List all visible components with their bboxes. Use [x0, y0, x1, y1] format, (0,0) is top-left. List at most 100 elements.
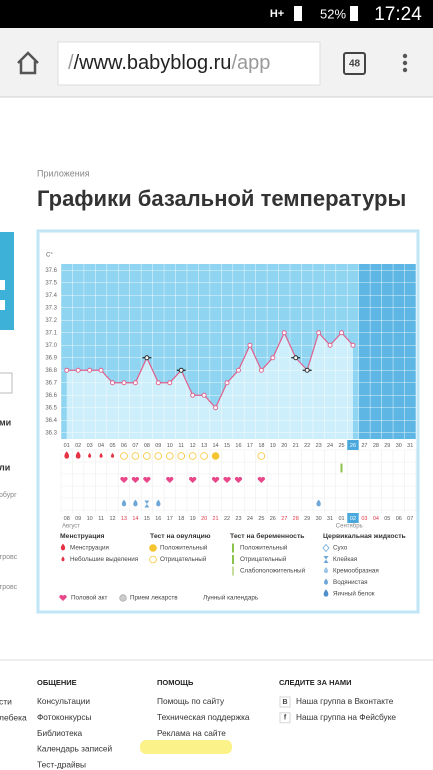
footer: сти лебека ОБЩЕНИЕ Консультации Фотоконкурсы… — [0, 678, 396, 769]
temperature-point[interactable] — [327, 342, 333, 348]
url-box[interactable] — [57, 41, 321, 86]
temperature-point[interactable] — [293, 355, 299, 361]
future-column — [381, 264, 394, 439]
temperature-point[interactable] — [258, 367, 264, 373]
date-label: 19 — [190, 516, 196, 522]
legend-item: Половой акт — [71, 594, 108, 602]
footer-title: СЛЕДИТЕ ЗА НАМИ — [279, 678, 352, 687]
temperature-point[interactable] — [316, 330, 322, 336]
temperature-point[interactable] — [110, 380, 115, 386]
sidebar: ми ли рбург тровс тровс — [0, 417, 18, 590]
ovulation-negative — [165, 452, 174, 460]
date-label: 24 — [247, 516, 253, 522]
footer-link[interactable]: Наша группа на Фейсбуке — [296, 712, 396, 722]
tabs-button[interactable] — [343, 52, 366, 75]
breadcrumb[interactable]: Приложения — [37, 168, 90, 178]
footer-link[interactable]: Тест-драйвы — [37, 759, 86, 769]
day-label: 16 — [235, 443, 241, 449]
social-icon-label: В — [282, 699, 287, 706]
legend-item: Отрицательный — [240, 555, 287, 563]
temperature-point[interactable] — [247, 342, 253, 348]
temperature-point[interactable] — [144, 355, 150, 361]
temperature-point[interactable] — [201, 392, 207, 398]
temperature-point[interactable] — [98, 367, 104, 373]
footer-link[interactable]: Техническая поддержка — [157, 712, 250, 722]
day-label: 28 — [373, 443, 379, 449]
day-label: 22 — [304, 443, 310, 449]
cervical-drop — [316, 499, 321, 507]
y-tick-label: 36.9 — [45, 355, 57, 361]
cropped-link[interactable]: лебека — [0, 712, 27, 722]
legend-item: Положительный — [240, 544, 288, 552]
footer-title: ОБЩЕНИЕ — [37, 678, 77, 687]
legend-title: Цервикальная жидкость — [323, 533, 406, 540]
footer-link[interactable]: Календарь записей — [37, 744, 112, 754]
url-path: /app — [231, 52, 270, 74]
temperature-point[interactable] — [64, 367, 70, 373]
social-icon[interactable] — [279, 696, 291, 708]
network: H+ — [270, 8, 284, 20]
temperature-point[interactable] — [178, 367, 184, 373]
chart: 36.3 36.4 36.5 36.6 36.7 36.8 36.9 37.0 37.1 37.2… — [45, 253, 417, 603]
day-label: 26 — [350, 443, 356, 449]
legend-item: Положительный — [160, 544, 208, 552]
ovulation-negative — [200, 452, 208, 460]
legend-item: Клейкая — [333, 555, 357, 563]
ovulation-positive — [149, 544, 157, 552]
heart — [234, 476, 243, 483]
date-label: 07 — [407, 516, 413, 522]
legend-item: Лунный календарь — [203, 594, 259, 602]
link-highlight — [140, 740, 232, 754]
day-label: 07 — [132, 443, 138, 449]
date-label: 04 — [373, 516, 379, 522]
temperature-point[interactable] — [350, 342, 356, 348]
cervical-drop — [121, 499, 127, 507]
date-label: 02 — [350, 516, 356, 522]
future-column — [393, 264, 405, 439]
temperature-point[interactable] — [270, 355, 276, 361]
temperature-point[interactable] — [75, 367, 81, 373]
temperature-point[interactable] — [281, 330, 287, 336]
sidebar-bit — [0, 280, 5, 290]
date-label: 05 — [384, 516, 390, 522]
sidebar-input[interactable] — [0, 372, 13, 394]
day-label: 17 — [247, 443, 253, 449]
footer-link[interactable]: Библиотека — [37, 728, 82, 738]
day-label: 06 — [121, 443, 127, 449]
temperature-point[interactable] — [155, 380, 161, 386]
temperature-point[interactable] — [224, 380, 230, 386]
future-column — [404, 264, 416, 439]
status-bar — [0, 0, 433, 28]
footer-link[interactable]: Реклама на сайте — [157, 728, 226, 738]
temperature-point[interactable] — [304, 367, 310, 373]
y-tick-label: 36.4 — [45, 418, 57, 424]
menstruation-drop — [99, 452, 103, 458]
day-label: 24 — [327, 443, 333, 449]
pregnancy-test — [340, 463, 343, 473]
cropped-link[interactable]: сти — [0, 696, 12, 706]
footer-link[interactable]: Фотоконкурсы — [37, 712, 92, 722]
day-label: 23 — [316, 443, 322, 449]
temperature-point[interactable] — [121, 380, 127, 386]
date-label: 10 — [87, 516, 93, 522]
footer-link[interactable]: Помощь по сайту — [157, 696, 225, 706]
temperature-point[interactable] — [213, 405, 219, 411]
social-icon[interactable] — [279, 712, 291, 724]
battery: 52% — [320, 6, 346, 21]
date-label: 21 — [213, 516, 219, 522]
date-label: 06 — [396, 516, 402, 522]
temperature-point[interactable] — [167, 380, 173, 386]
footer-link[interactable]: Консультации — [37, 696, 90, 706]
sidebar-text: рбург — [0, 491, 17, 499]
temperature-point[interactable] — [190, 392, 196, 398]
signal-icon — [294, 6, 302, 21]
home-button[interactable] — [17, 51, 39, 75]
ovulation-negative — [177, 452, 186, 460]
temperature-point[interactable] — [339, 330, 344, 336]
heart — [120, 476, 128, 483]
temperature-point[interactable] — [236, 367, 241, 373]
temperature-point[interactable] — [87, 367, 93, 373]
temperature-point[interactable] — [132, 380, 138, 386]
footer-link[interactable]: Наша группа в Вконтакте — [296, 696, 394, 706]
menu-button[interactable] — [402, 53, 408, 73]
